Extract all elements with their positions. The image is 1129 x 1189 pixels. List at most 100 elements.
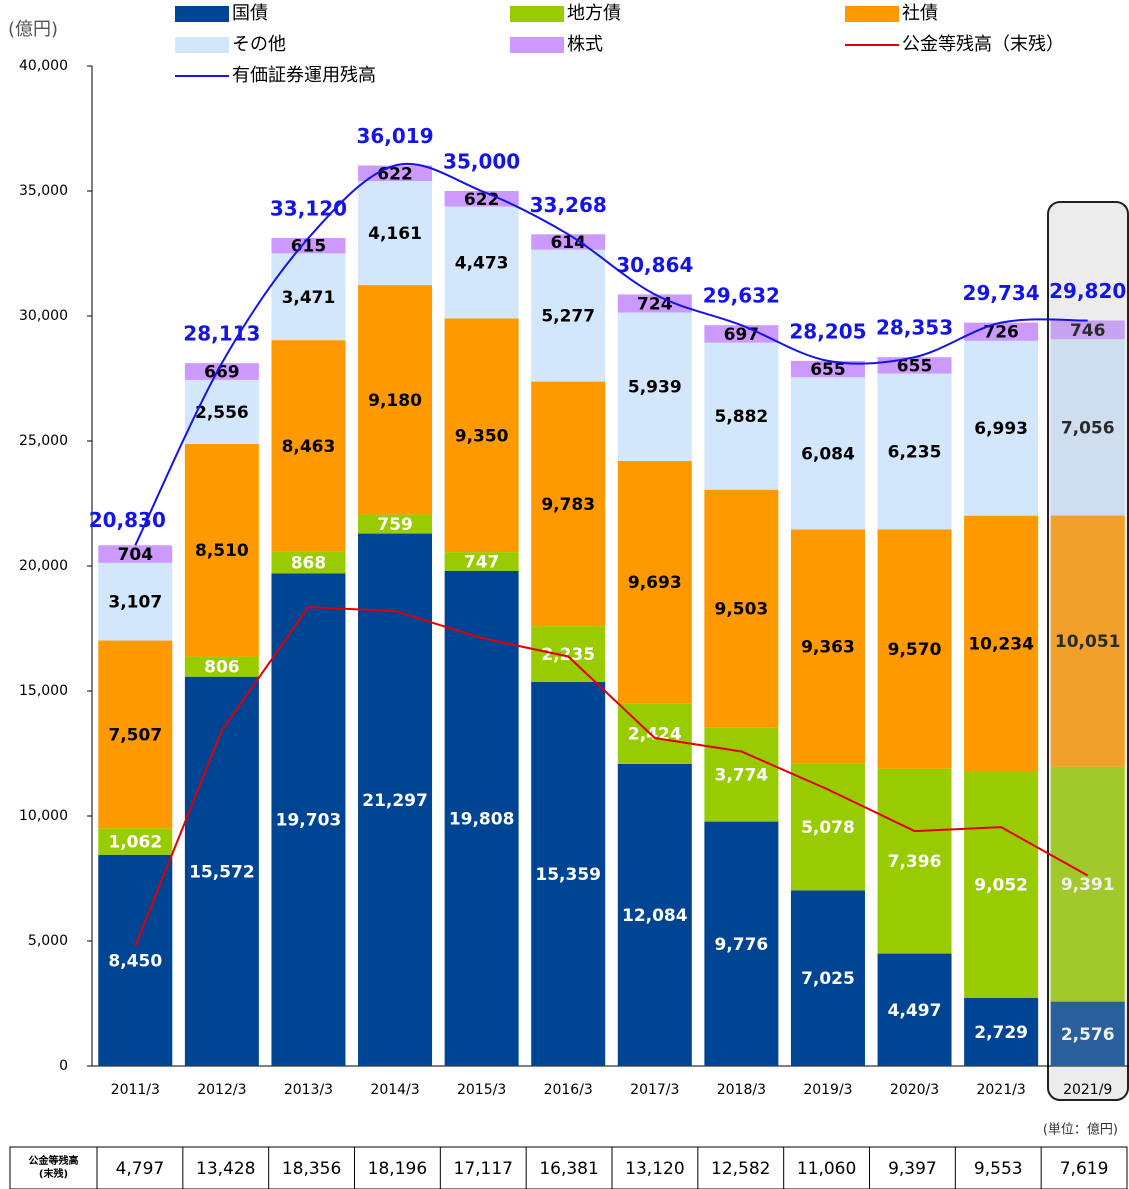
table-cell: 13,428 <box>196 1159 255 1179</box>
bar-label: 8,463 <box>282 437 336 457</box>
bar-label: 655 <box>810 360 846 380</box>
bar-label: 697 <box>724 325 760 345</box>
bar-segment <box>877 529 952 769</box>
y-tick-label: 25,000 <box>19 433 68 449</box>
bar-label: 4,161 <box>368 224 422 244</box>
x-tick-label: 2016/3 <box>544 1082 593 1098</box>
bar-segment <box>877 953 952 1066</box>
bar-segment <box>877 768 952 954</box>
total-label: 33,120 <box>270 197 347 221</box>
y-tick-label: 0 <box>59 1058 68 1074</box>
bar-label: 868 <box>291 554 327 574</box>
bar-label: 746 <box>1070 321 1106 341</box>
bar-label: 15,572 <box>189 862 255 882</box>
bar-segment <box>98 562 173 641</box>
bar-label: 615 <box>291 237 327 257</box>
bar-label: 9,503 <box>714 599 768 619</box>
bar-label: 6,993 <box>974 419 1028 439</box>
legend-label: 地方債 <box>567 3 621 24</box>
total-label: 33,268 <box>530 193 607 217</box>
legend-label: その他 <box>232 34 286 55</box>
bar-segment <box>271 551 346 574</box>
bar-label: 7,056 <box>1061 418 1115 438</box>
table-header: 公金等残高 <box>29 1154 79 1167</box>
total-label: 28,113 <box>183 322 260 346</box>
bar-segment <box>877 373 952 530</box>
table-cell: 4,797 <box>116 1159 165 1179</box>
bar-label: 2,235 <box>541 645 595 665</box>
bar-label: 655 <box>897 356 933 376</box>
bar-label: 3,107 <box>108 593 162 613</box>
y-tick-label: 15,000 <box>19 683 68 699</box>
y-tick-label: 40,000 <box>19 58 68 74</box>
bar-segment <box>964 771 1039 998</box>
bar-label: 4,497 <box>888 1001 942 1021</box>
bar-label: 9,180 <box>368 391 422 411</box>
total-label: 28,205 <box>789 319 866 343</box>
bar-segment <box>358 533 433 1066</box>
y-unit: (億円) <box>8 19 58 40</box>
bar-label: 8,450 <box>108 951 162 971</box>
bar-segment <box>1050 766 1125 1002</box>
bar-segment <box>444 206 519 319</box>
bar-segment <box>531 626 606 683</box>
bar-segment <box>98 640 173 829</box>
legend-swatch <box>845 6 899 22</box>
bar-label: 5,078 <box>801 818 855 838</box>
bar-label: 7,507 <box>108 725 162 745</box>
bar-segment <box>1050 339 1125 516</box>
bar-segment <box>1050 1001 1125 1066</box>
bar-segment <box>704 727 779 822</box>
y-tick-label: 30,000 <box>19 308 68 324</box>
x-tick-label: 2021/3 <box>976 1082 1025 1098</box>
unit-note: (単位：億円) <box>1043 1122 1118 1138</box>
bar-label: 724 <box>637 294 673 314</box>
total-label: 29,734 <box>963 281 1040 305</box>
bar-label: 9,693 <box>628 573 682 593</box>
bar-label: 6,084 <box>801 444 855 464</box>
bar-label: 9,776 <box>714 935 768 955</box>
bar-segment <box>617 703 692 764</box>
bar-segment <box>358 165 433 182</box>
bar-segment <box>271 340 346 552</box>
table-cell: 17,117 <box>454 1159 513 1179</box>
bar-label: 19,703 <box>276 811 342 831</box>
bar-label: 2,556 <box>195 403 249 423</box>
x-tick-label: 2020/3 <box>890 1082 939 1098</box>
bar-segment <box>531 381 606 627</box>
bar-label: 622 <box>377 164 413 184</box>
bar-label: 9,391 <box>1061 875 1115 895</box>
bar-segment <box>531 682 606 1066</box>
bar-label: 9,783 <box>541 495 595 515</box>
bar-segment <box>964 322 1039 341</box>
bar-segment <box>617 312 692 461</box>
x-tick-label: 2018/3 <box>717 1082 766 1098</box>
bar-label: 9,350 <box>455 426 509 446</box>
bar-label: 9,570 <box>888 640 942 660</box>
bar-segment <box>790 529 865 764</box>
bar-label: 7,396 <box>888 852 942 872</box>
x-tick-label: 2014/3 <box>370 1082 419 1098</box>
bar-segment <box>790 763 865 891</box>
legend-swatch <box>175 6 229 22</box>
bar-segment <box>444 570 519 1066</box>
bar-segment <box>184 676 259 1066</box>
bar-label: 10,234 <box>968 635 1034 655</box>
table-cell: 11,060 <box>797 1159 856 1179</box>
table-cell: 16,381 <box>539 1159 598 1179</box>
total-label: 30,864 <box>616 253 693 277</box>
bar-segment <box>617 294 692 313</box>
bar-segment <box>617 763 692 1066</box>
line-series <box>134 606 1089 947</box>
bar-segment <box>444 191 519 207</box>
bar-label: 614 <box>550 233 586 253</box>
total-label: 29,632 <box>703 284 780 308</box>
table-header: (末残) <box>39 1167 68 1180</box>
bar-label: 3,774 <box>714 765 768 785</box>
x-tick-label: 2011/3 <box>111 1082 160 1098</box>
table-cell: 12,582 <box>711 1159 770 1179</box>
bar-label: 15,359 <box>535 865 601 885</box>
bar-segment <box>98 854 173 1066</box>
